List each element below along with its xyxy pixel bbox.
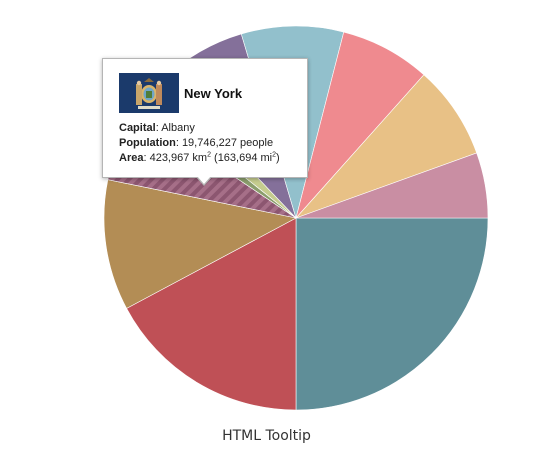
area-close: ) xyxy=(276,152,280,164)
pie-slice-10[interactable] xyxy=(295,74,478,219)
area-km-sup: 2 xyxy=(207,151,211,159)
population-label: Population xyxy=(119,137,176,149)
capital-value: : Albany xyxy=(155,122,195,134)
pie-slice-2[interactable] xyxy=(126,217,297,411)
tooltip-caret-inner xyxy=(197,176,211,184)
tooltip-state-name: New York xyxy=(184,85,243,101)
capital-label: Capital xyxy=(119,122,156,134)
pie-slice-11[interactable] xyxy=(295,152,489,219)
pie-slice-3[interactable] xyxy=(103,179,297,309)
area-value-mi: (163,694 mi xyxy=(210,152,273,164)
state-tooltip: New York Capital: Albany Population: 19,… xyxy=(102,58,308,178)
tooltip-area-row: Area: 423,967 km2 (163,694 mi2) xyxy=(119,151,291,166)
area-mi-sup: 2 xyxy=(272,151,277,159)
population-value: : 19,746,227 people xyxy=(175,137,274,149)
area-value: : 423,967 km xyxy=(143,152,208,164)
new-york-flag-icon xyxy=(119,73,179,113)
tooltip-capital-row: Capital: Albany xyxy=(119,121,291,136)
tooltip-population-row: Population: 19,746,227 people xyxy=(119,136,291,151)
pie-slice-1[interactable] xyxy=(295,217,489,411)
chart-title: HTML Tooltip xyxy=(222,428,311,444)
area-label: Area xyxy=(119,152,144,164)
